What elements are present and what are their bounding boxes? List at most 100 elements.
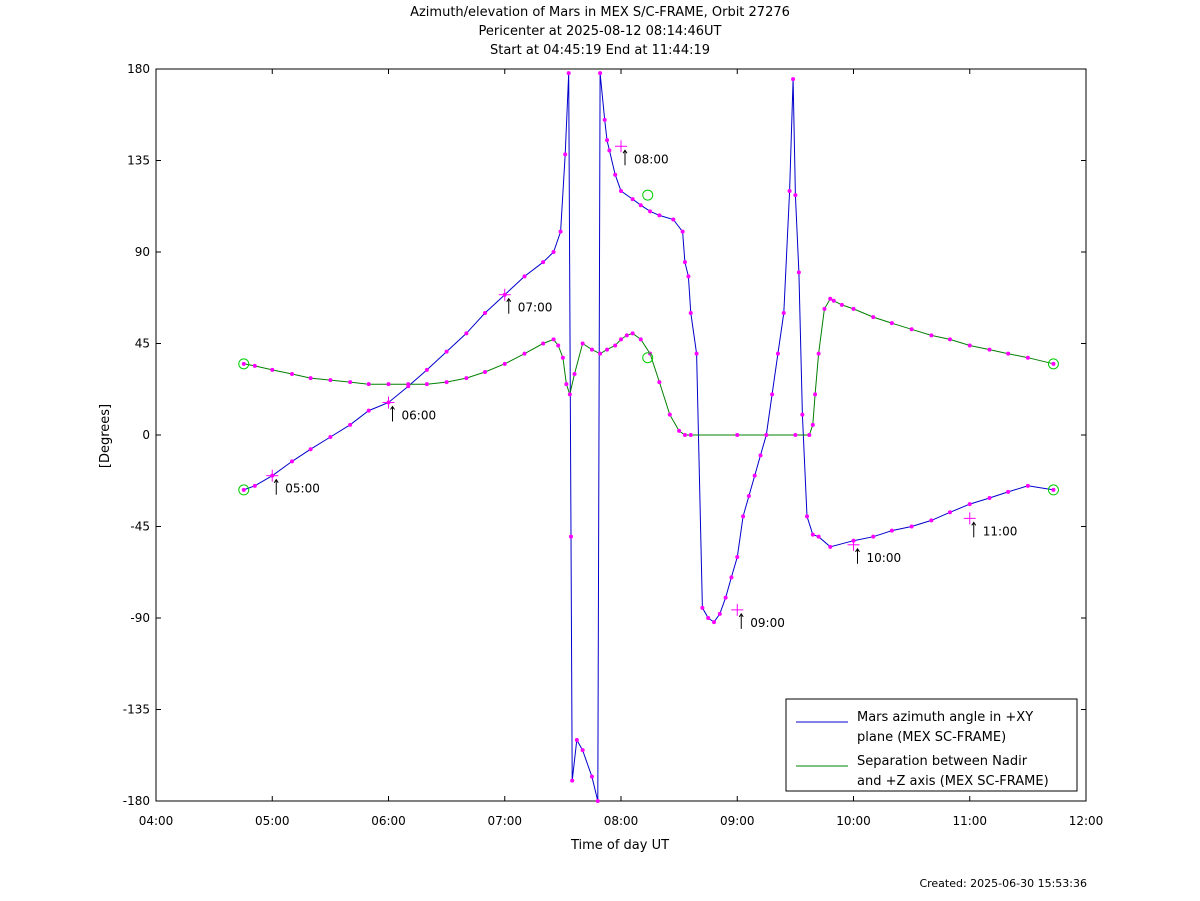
y-tick-label: 90 <box>135 245 150 259</box>
separation-point <box>657 380 662 385</box>
separation-point <box>688 433 693 437</box>
azimuth-point <box>1051 487 1056 492</box>
azimuth-point <box>1025 483 1030 488</box>
azimuth-point <box>686 274 691 279</box>
separation-point <box>987 347 992 352</box>
separation-series-line <box>243 298 1054 436</box>
separation-point <box>564 382 569 387</box>
separation-point <box>619 337 623 342</box>
separation-point <box>308 376 313 381</box>
separation-point <box>348 380 353 385</box>
azimuth-point <box>551 250 556 254</box>
legend-label-separation-line2: and +Z axis (MEX SC-FRAME) <box>857 774 1049 789</box>
azimuth-point <box>607 148 612 153</box>
event-circle-marker <box>238 358 250 370</box>
hour-arrow-head <box>855 547 860 553</box>
separation-point <box>624 333 629 338</box>
hour-arrow-head <box>506 297 512 302</box>
hour-label: 07:00 <box>518 301 553 315</box>
time-annotations: 05:00 06:00 07:00 08:00 09:00 10:00 11:00 <box>266 140 1017 630</box>
separation-point <box>909 327 914 332</box>
azimuth-point <box>889 528 894 533</box>
azimuth-point <box>589 774 594 779</box>
azimuth-point <box>729 575 734 580</box>
separation-point <box>929 333 934 338</box>
x-tick-label: 10:00 <box>836 814 871 828</box>
hour-label: 06:00 <box>402 408 437 422</box>
separation-point <box>871 315 876 320</box>
separation-point <box>406 382 411 387</box>
legend: Mars azimuth angle in +XY plane (MEX SC-… <box>785 698 1078 792</box>
hour-arrow-head <box>971 521 977 526</box>
separation-point <box>567 392 572 397</box>
separation-point <box>328 378 333 383</box>
azimuth-point <box>700 605 705 610</box>
separation-point <box>464 376 469 381</box>
separation-point <box>252 363 257 368</box>
azimuth-point <box>598 71 603 76</box>
azimuth-point <box>630 197 635 202</box>
separation-point <box>482 369 487 374</box>
azimuth-point <box>595 799 600 803</box>
azimuth-point <box>574 738 579 742</box>
azimuth-point <box>735 555 740 559</box>
azimuth-point <box>680 229 685 234</box>
markers-layer <box>238 71 1059 803</box>
azimuth-point <box>566 71 571 76</box>
separation-point <box>816 351 821 356</box>
azimuth-point <box>828 544 833 549</box>
chart-subtitle-start-end: Start at 04:45:19 End at 11:44:19 <box>489 43 711 58</box>
azimuth-point <box>752 473 757 478</box>
hour-label: 11:00 <box>983 524 1018 538</box>
separation-point <box>290 372 295 376</box>
azimuth-point <box>366 408 371 413</box>
separation-point <box>793 433 798 437</box>
hour-label: 08:00 <box>634 152 669 166</box>
azimuth-point <box>791 77 796 82</box>
azimuth-point <box>541 260 546 265</box>
hour-arrow-head <box>273 478 279 483</box>
hour-arrow-head <box>738 612 744 618</box>
azimuth-point <box>787 189 792 193</box>
x-tick-label: 11:00 <box>952 814 987 828</box>
azimuth-point <box>758 453 763 458</box>
separation-point <box>630 331 635 336</box>
event-circle-marker <box>642 189 654 201</box>
chart-title: Azimuth/elevation of Mars in MEX S/C-FRA… <box>410 5 790 20</box>
azimuth-point <box>522 274 527 279</box>
y-tick-label: -45 <box>130 520 150 534</box>
azimuth-point <box>482 311 487 315</box>
azimuth-point <box>793 193 798 198</box>
separation-point <box>589 347 594 352</box>
separation-point <box>598 351 603 356</box>
azimuth-point <box>580 748 585 753</box>
azimuth-point <box>987 496 992 501</box>
x-tick-label: 05:00 <box>255 814 290 828</box>
axis-ticks: 04:00 05:00 06:00 07:00 08:00 09:00 10:00 11:00… <box>123 62 1104 828</box>
azimuth-point <box>909 524 914 529</box>
azimuth-series-line <box>243 73 1054 802</box>
azimuth-point <box>605 138 610 143</box>
x-axis-label: Time of day UT <box>570 838 669 853</box>
azimuth-point <box>694 351 699 356</box>
event-circle-marker <box>1047 484 1059 496</box>
x-tick-label: 07:00 <box>487 814 522 828</box>
separation-point <box>1006 351 1011 356</box>
separation-point <box>366 382 371 387</box>
separation-point <box>270 367 275 372</box>
azimuth-point <box>712 620 716 625</box>
azimuth-point <box>800 412 805 417</box>
separation-point <box>522 351 527 356</box>
azimuth-point <box>967 502 972 507</box>
azimuth-point <box>444 349 449 354</box>
x-tick-label: 06:00 <box>371 814 406 828</box>
separation-point <box>541 341 546 346</box>
azimuth-point <box>290 459 295 464</box>
azimuth-point <box>563 152 568 157</box>
separation-point <box>822 306 827 311</box>
azimuth-point <box>638 203 643 208</box>
separation-point <box>1025 355 1030 360</box>
separation-point <box>560 355 565 360</box>
y-tick-label: 45 <box>135 337 150 351</box>
y-tick-label: 180 <box>127 62 150 76</box>
